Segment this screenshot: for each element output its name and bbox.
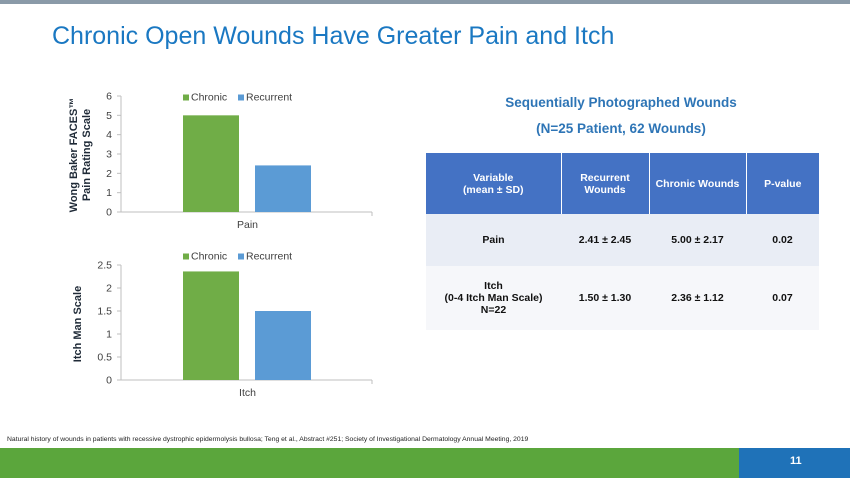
chart2-y-tick-label: 1.5	[97, 306, 112, 318]
chart1-legend-label: Chronic	[191, 92, 227, 104]
chart1-y-tick-label: 5	[106, 110, 112, 122]
header-pvalue: P-value	[746, 153, 819, 214]
chart1-category-label: Pain	[237, 219, 258, 231]
cell-variable: Pain	[426, 214, 561, 266]
cell-variable-line1: Pain	[482, 234, 505, 246]
page-number-box	[739, 448, 850, 478]
chart2-y-tick-label: 2	[106, 283, 112, 295]
bottom-bar	[0, 448, 739, 478]
chart2-bar-recurrent	[255, 311, 311, 380]
cell-recurrent: 2.41 ± 2.45	[561, 214, 649, 266]
chart2-ylabel: Itch Man Scale	[72, 274, 86, 374]
header-variable-line1: Variable	[473, 171, 514, 184]
cell-pvalue: 0.07	[746, 266, 819, 330]
bar-charts: 0 1 2 3 4 5 6 Pain Chronic Recurrent 0 0.5 1 1.5 2 2.5 I…	[97, 91, 373, 399]
chart2-legend-swatch	[183, 253, 189, 260]
chart1-legend-swatch	[238, 94, 244, 101]
cell-variable-line2: (0-4 Itch Man Scale)	[444, 292, 543, 304]
cell-pvalue: 0.02	[746, 214, 819, 266]
table-header-row: Variable (mean ± SD) Recurrent Wounds Ch…	[426, 153, 819, 214]
header-variable-line2: (mean ± SD)	[462, 183, 524, 196]
chart1-y-tick-label: 4	[106, 129, 112, 141]
table-subtitle: Sequentially Photographed Wounds	[505, 95, 737, 110]
chart1-legend-label: Recurrent	[246, 92, 292, 104]
footnote: Natural history of wounds in patients wi…	[7, 436, 529, 443]
table-row: Itch (0-4 Itch Man Scale) N=22 1.50 ± 1.…	[426, 266, 819, 330]
stats-table: Variable (mean ± SD) Recurrent Wounds Ch…	[426, 153, 819, 330]
chart1-y-tick-label: 2	[106, 168, 112, 180]
chart1-y-tick-label: 3	[106, 149, 112, 161]
cell-recurrent: 1.50 ± 1.30	[561, 266, 649, 330]
cell-chronic: 2.36 ± 1.12	[649, 266, 746, 330]
chart1-legend-swatch	[183, 94, 189, 101]
chart1-bar-recurrent	[255, 165, 311, 212]
header-recurrent-line1: Recurrent	[580, 171, 630, 184]
chart2-y-tick-label: 2.5	[97, 260, 112, 272]
chart1-ylabel-line1: Wong Baker FACES™	[68, 97, 80, 213]
top-accent-bar	[0, 0, 850, 4]
cell-variable-line3: N=22	[480, 304, 507, 316]
chart2-y-tick-label: 0.5	[97, 352, 112, 364]
header-variable: Variable (mean ± SD)	[426, 153, 562, 214]
cell-variable-line1: Itch	[484, 280, 503, 292]
slide-title: Chronic Open Wounds Have Greater Pain an…	[52, 22, 615, 50]
chart2-legend-swatch	[238, 253, 244, 260]
chart1-y-tick-label: 6	[106, 91, 112, 103]
chart1-ylabel: Wong Baker FACES™ Pain Rating Scale	[68, 95, 96, 215]
header-recurrent: Recurrent Wounds	[561, 153, 650, 214]
chart2-legend-label: Recurrent	[246, 251, 292, 263]
cell-chronic: 5.00 ± 2.17	[649, 214, 746, 266]
chart2-legend-label: Chronic	[191, 251, 227, 263]
header-chronic: Chronic Wounds	[649, 153, 747, 214]
table-row: Pain 2.41 ± 2.45 5.00 ± 2.17 0.02	[426, 214, 819, 266]
page-number: 11	[790, 455, 802, 467]
header-recurrent-line2: Wounds	[584, 183, 626, 196]
chart1-ylabel-line2: Pain Rating Scale	[81, 108, 93, 202]
chart1-bar-chronic	[183, 115, 239, 212]
chart2-ylabel-line1: Itch Man Scale	[72, 285, 84, 363]
chart1-y-tick-label: 0	[106, 207, 112, 219]
chart2-bar-chronic	[183, 271, 239, 380]
chart2-category-label: Itch	[239, 387, 256, 399]
cell-variable: Itch (0-4 Itch Man Scale) N=22	[426, 266, 561, 330]
table-subtitle-n: (N=25 Patient, 62 Wounds)	[536, 121, 706, 136]
chart2-y-tick-label: 1	[106, 329, 112, 341]
chart2-y-tick-label: 0	[106, 375, 112, 387]
chart1-y-tick-label: 1	[106, 187, 112, 199]
